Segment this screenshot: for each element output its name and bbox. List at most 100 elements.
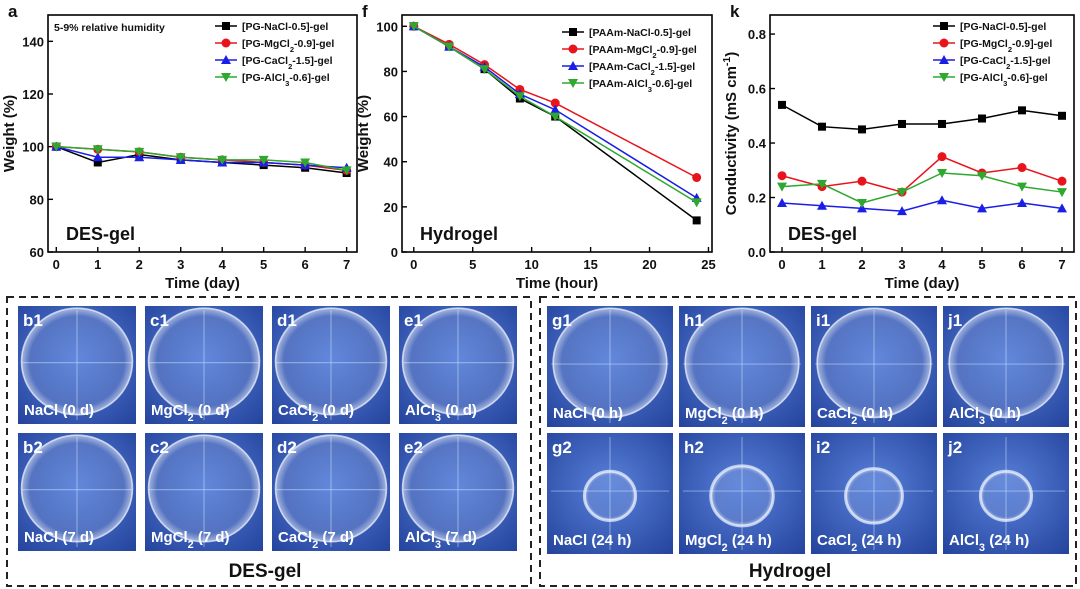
- x-tick-label: 5: [469, 257, 476, 272]
- photo-label: AlCl3 (24 h): [949, 532, 1029, 554]
- data-point: [778, 100, 786, 109]
- x-tick-label: 10: [524, 257, 538, 272]
- data-point: [51, 142, 62, 152]
- y-tick-label: 140: [22, 34, 44, 49]
- legend-marker: [939, 55, 949, 64]
- x-tick-label: 4: [938, 257, 946, 272]
- x-tick-label: 0: [53, 257, 60, 272]
- data-point: [300, 158, 311, 168]
- data-point: [175, 153, 186, 163]
- data-point: [92, 152, 103, 162]
- data-point: [1057, 188, 1067, 198]
- y-tick-label: 0.4: [748, 136, 767, 151]
- photo-letter: j1: [947, 311, 962, 330]
- data-point: [897, 188, 907, 198]
- data-point: [777, 197, 787, 207]
- photo-label: MgCl2 (7 d): [151, 529, 230, 551]
- data-point: [258, 155, 269, 165]
- data-point: [777, 171, 787, 181]
- chart-f: 0 5 10 15 20 25 0 20 40 60 80 100 Time (hour) Weight …: [355, 2, 716, 292]
- photo-panel: g2 NaCl (24 h): [547, 433, 673, 554]
- data-point: [1017, 163, 1027, 173]
- series-line: [781, 199, 1063, 212]
- x-tick-label: 0: [410, 257, 417, 272]
- series-line: [781, 155, 1063, 193]
- data-point: [857, 176, 867, 186]
- data-point: [937, 195, 947, 205]
- x-tick-label: 3: [898, 257, 905, 272]
- gel-disc: [684, 307, 800, 419]
- photo-letter: g1: [552, 311, 572, 330]
- series-2: [777, 195, 1067, 216]
- data-point: [692, 216, 701, 225]
- y-axis-label: Conductivity (mS cm-1): [721, 52, 740, 216]
- series-0: [778, 100, 1066, 134]
- series-line: [781, 172, 1063, 204]
- photo-letter: g2: [552, 438, 572, 457]
- chart-a: 0 1 2 3 4 5 6 7 60 80 100 120 140 Time (day) Weight (%…: [1, 2, 358, 292]
- photo-label: CaCl2 (0 d): [278, 402, 354, 424]
- chart-k: 0 1 2 3 4 5 6 7 0.0 0.2 0.4 0.6 0.8 Time (day) Conduct…: [721, 2, 1075, 292]
- gel-disc: [844, 467, 904, 525]
- x-tick-label: 4: [219, 257, 227, 272]
- series-3: [408, 22, 702, 208]
- photo-letter: e2: [404, 438, 423, 457]
- data-point: [938, 119, 946, 128]
- photo-panel: e1 AlCl3 (0 d): [399, 306, 517, 424]
- legend: [PG-NaCl-0.5]-gel [PG-MgCl2-0.9]-gel[PG-C…: [933, 21, 1052, 88]
- legend-entry: [PAAm-NaCl-0.5]-gel: [589, 27, 691, 39]
- legend-marker: [569, 28, 577, 36]
- legend-marker: [568, 44, 578, 54]
- panel-letter: a: [8, 2, 18, 21]
- photo-label: NaCl (7 d): [24, 529, 94, 546]
- legend-entry: [PG-MgCl2-0.9]-gel: [242, 38, 334, 54]
- gel-disc: [709, 464, 775, 528]
- photo-panel: h2 MgCl2 (24 h): [679, 433, 805, 554]
- photo-panel: j2 AlCl3 (24 h): [943, 433, 1069, 554]
- data-point: [817, 179, 827, 189]
- data-point: [977, 171, 987, 181]
- inset-label: Hydrogel: [420, 224, 498, 244]
- data-point: [978, 114, 986, 123]
- data-point: [550, 112, 561, 122]
- photo-panel: b2 NaCl (7 d): [18, 433, 136, 551]
- y-tick-label: 100: [22, 140, 44, 155]
- plot-frame: [47, 14, 358, 253]
- x-axis-label: Time (hour): [516, 275, 598, 292]
- plot-frame: [401, 14, 713, 253]
- legend: [PG-NaCl-0.5]-gel [PG-MgCl2-0.9]-gel[PG-C…: [215, 21, 334, 88]
- data-point: [937, 169, 947, 178]
- legend-entry: [PG-CaCl2-1.5]-gel: [242, 55, 333, 71]
- data-point: [937, 152, 947, 162]
- photo-panel: g1 NaCl (0 h): [547, 306, 673, 427]
- gel-disc: [552, 307, 668, 419]
- legend-entry: [PG-AlCl3-0.6]-gel: [960, 72, 1048, 88]
- y-tick-label: 0.8: [748, 27, 766, 42]
- gel-disc: [20, 434, 134, 543]
- photo-panel: j1 AlCl3 (0 h): [943, 306, 1069, 427]
- x-tick-label: 25: [701, 257, 715, 272]
- des-gel-group-label: DES-gel: [229, 561, 302, 582]
- hydrogel-group-label: Hydrogel: [749, 561, 831, 582]
- y-axis-label: Weight (%): [355, 95, 372, 172]
- photo-label: NaCl (0 d): [24, 402, 94, 419]
- legend-entry: [PG-CaCl2-1.5]-gel: [960, 55, 1051, 71]
- x-tick-label: 5: [260, 257, 267, 272]
- data-point: [134, 147, 145, 157]
- photo-panel: d2 CaCl2 (7 d): [272, 433, 390, 551]
- x-tick-label: 2: [136, 257, 143, 272]
- photo-letter: c1: [150, 311, 169, 330]
- x-tick-label: 6: [1018, 257, 1025, 272]
- data-point: [93, 158, 102, 167]
- photo-panel: e2 AlCl3 (7 d): [399, 433, 517, 551]
- inset-label: DES-gel: [66, 224, 135, 244]
- photo-panel: i2 CaCl2 (24 h): [811, 433, 937, 554]
- x-tick-label: 0: [778, 257, 785, 272]
- y-tick-label: 40: [384, 155, 398, 170]
- series-3: [777, 169, 1067, 208]
- legend-entry: [PG-NaCl-0.5]-gel: [242, 21, 328, 33]
- y-tick-label: 120: [22, 87, 44, 102]
- data-point: [1057, 176, 1067, 186]
- y-tick-label: 60: [384, 110, 398, 125]
